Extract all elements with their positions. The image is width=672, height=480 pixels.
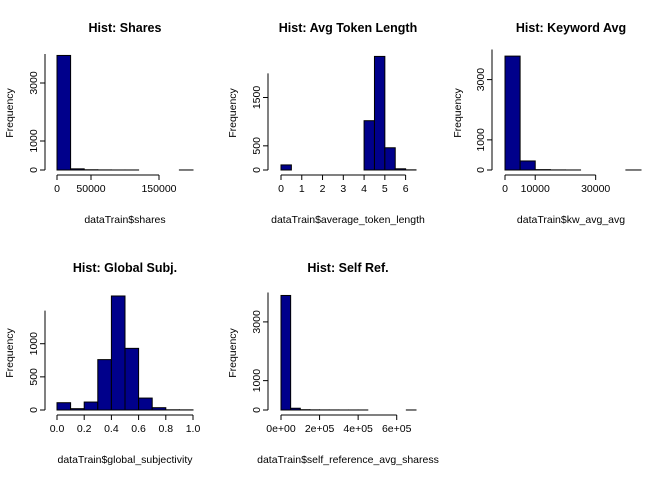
panel-self-reference: Hist: Self Ref. Frequency dataTrain$self… xyxy=(227,261,439,466)
y-tick-label: 0 xyxy=(28,167,40,173)
y-axis-label: Frequency xyxy=(227,327,239,377)
y-tick-label: 0 xyxy=(251,167,263,173)
y-tick-label: 1000 xyxy=(28,332,40,356)
x-axis: 0e+00 2e+05 4e+05 6e+05 xyxy=(266,414,412,435)
panel-title: Hist: Keyword Avg xyxy=(516,21,626,35)
histogram-bar xyxy=(56,402,72,411)
y-tick-label: 500 xyxy=(28,368,40,386)
y-tick-label: 1000 xyxy=(251,369,263,393)
y-tick-label: 3000 xyxy=(475,68,487,92)
x-axis: 0 1 2 3 4 5 6 xyxy=(278,174,409,195)
y-tick-label: 1500 xyxy=(251,86,263,110)
histogram-bar xyxy=(138,397,153,411)
x-axis-label: dataTrain$global_subjectivity xyxy=(57,454,193,466)
histogram-bar xyxy=(373,55,386,171)
histogram-bar xyxy=(151,407,167,411)
y-tick-label: 0 xyxy=(28,407,40,413)
histogram-bar xyxy=(70,408,85,411)
histogram-bars xyxy=(280,294,417,411)
x-tick-label: 5 xyxy=(382,183,388,195)
panel-avg-token-length: Hist: Avg Token Length Frequency dataTra… xyxy=(227,21,425,226)
histogram-bar xyxy=(290,407,301,411)
y-axis: 0 500 1500 xyxy=(251,73,269,173)
x-tick-label: 4e+05 xyxy=(343,423,373,435)
x-tick-label: 0.4 xyxy=(104,423,119,435)
x-tick-label: 0.2 xyxy=(77,423,92,435)
panel-keyword-avg: Hist: Keyword Avg Frequency dataTrain$kw… xyxy=(452,21,642,226)
y-tick-label: 500 xyxy=(251,137,263,155)
panel-global-subjectivity: Hist: Global Subj. Frequency dataTrain$g… xyxy=(4,261,200,466)
x-tick-label: 1.0 xyxy=(186,423,201,435)
x-axis-label: dataTrain$kw_avg_avg xyxy=(517,214,625,226)
y-tick-label: 1000 xyxy=(28,129,40,153)
x-tick-label: 0 xyxy=(278,183,284,195)
x-axis-label: dataTrain$self_reference_avg_sharess xyxy=(257,454,439,466)
y-tick-label: 3000 xyxy=(251,310,263,334)
y-tick-label: 0 xyxy=(251,407,263,413)
x-tick-label: 0 xyxy=(54,183,60,195)
y-tick-label: 0 xyxy=(475,167,487,173)
histogram-bar xyxy=(504,55,521,171)
histogram-bar xyxy=(280,294,292,411)
panel-title: Hist: Self Ref. xyxy=(307,261,388,275)
x-axis-label: dataTrain$shares xyxy=(84,214,165,226)
x-tick-label: 10000 xyxy=(521,183,550,195)
histogram-bars xyxy=(280,55,417,171)
x-tick-label: 50000 xyxy=(76,183,105,195)
histogram-bar xyxy=(70,168,85,171)
x-axis: 0 10000 30000 xyxy=(502,174,610,195)
histogram-bar xyxy=(56,54,72,171)
panel-title: Hist: Shares xyxy=(89,21,162,35)
x-tick-label: 0e+00 xyxy=(266,423,296,435)
histogram-bar xyxy=(363,120,375,171)
y-tick-label: 1000 xyxy=(475,128,487,152)
panel-shares: Hist: Shares Frequency dataTrain$shares … xyxy=(4,21,194,226)
x-tick-label: 4 xyxy=(361,183,367,195)
histogram-bar xyxy=(384,147,396,171)
histogram-bar xyxy=(110,295,126,411)
histogram-bars xyxy=(56,295,194,411)
y-axis-label: Frequency xyxy=(452,87,464,137)
y-tick-label: 3000 xyxy=(28,71,40,95)
histogram-bar xyxy=(83,401,99,411)
x-tick-label: 30000 xyxy=(581,183,610,195)
histogram-bar xyxy=(124,347,140,411)
x-tick-label: 3 xyxy=(340,183,346,195)
y-axis: 0 500 1000 xyxy=(28,310,46,413)
panel-title: Hist: Global Subj. xyxy=(73,261,177,275)
x-tick-label: 0.0 xyxy=(50,423,65,435)
histogram-bar xyxy=(97,359,112,411)
y-axis-label: Frequency xyxy=(227,87,239,137)
y-axis: 0 1000 3000 xyxy=(251,292,269,413)
y-axis: 0 1000 3000 xyxy=(475,49,493,173)
histogram-bar xyxy=(519,160,536,171)
histogram-bars xyxy=(504,55,642,171)
x-axis-label: dataTrain$average_token_length xyxy=(271,214,425,226)
y-axis-label: Frequency xyxy=(4,327,16,377)
x-axis: 0.0 0.2 0.4 0.6 0.8 1.0 xyxy=(50,414,201,435)
x-tick-label: 0.6 xyxy=(131,423,146,435)
histogram-bar xyxy=(394,168,407,171)
x-axis: 0 50000 150000 xyxy=(54,174,177,195)
y-axis: 0 1000 3000 xyxy=(28,54,46,173)
panel-title: Hist: Avg Token Length xyxy=(279,21,417,35)
x-tick-label: 6e+05 xyxy=(382,423,412,435)
y-axis-label: Frequency xyxy=(4,87,16,137)
x-tick-label: 2e+05 xyxy=(305,423,335,435)
histogram-bars xyxy=(56,54,194,171)
x-tick-label: 0 xyxy=(502,183,508,195)
x-tick-label: 0.8 xyxy=(158,423,173,435)
x-tick-label: 2 xyxy=(320,183,326,195)
x-tick-label: 1 xyxy=(299,183,305,195)
histogram-bar xyxy=(280,164,292,171)
x-tick-label: 150000 xyxy=(141,183,176,195)
x-tick-label: 6 xyxy=(403,183,409,195)
